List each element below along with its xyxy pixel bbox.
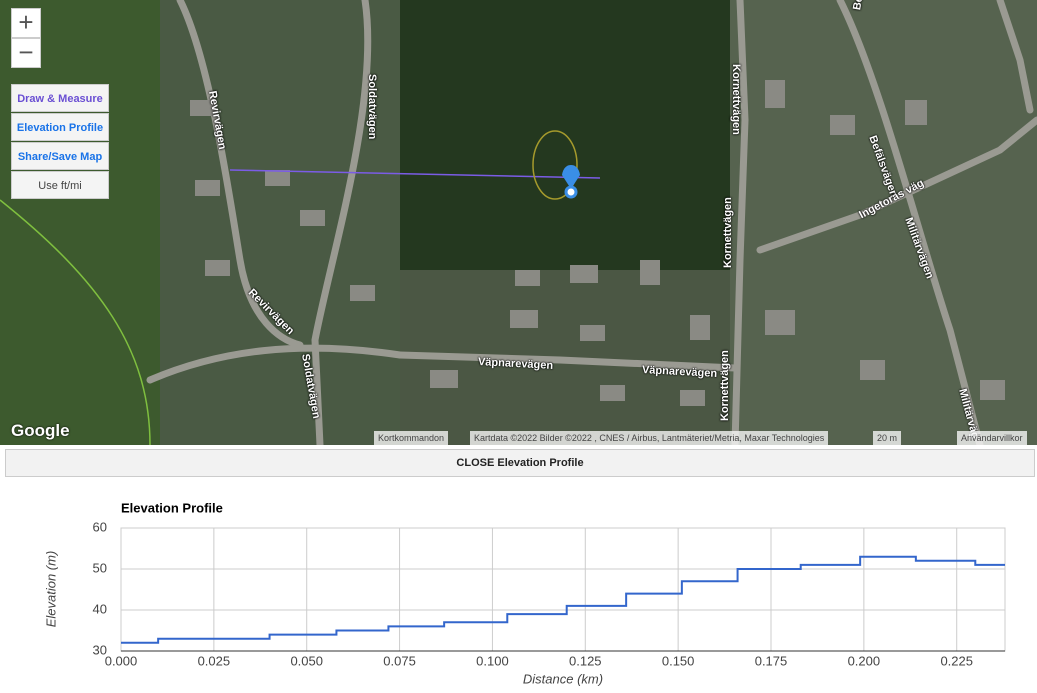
x-tick-label: 0.000 xyxy=(105,653,138,668)
y-tick-label: 30 xyxy=(93,642,107,657)
x-tick-label: 0.200 xyxy=(848,653,881,668)
street-label: Kornettvägen xyxy=(730,64,742,135)
map-logo: Google xyxy=(11,421,70,440)
x-tick-label: 0.225 xyxy=(940,653,973,668)
x-tick-label: 0.025 xyxy=(198,653,231,668)
street-label: Soldatvägen xyxy=(366,74,378,140)
line xyxy=(121,555,1005,644)
map-button[interactable]: Elevation Profile xyxy=(11,113,109,141)
x-axis-label: Distance (km) xyxy=(523,671,603,686)
x-tick-label: 0.175 xyxy=(755,653,788,668)
zoom-in[interactable]: + xyxy=(11,8,41,38)
chart-title: Elevation Profile xyxy=(121,500,223,515)
attribution[interactable]: Användarvillkor xyxy=(957,431,1027,445)
map[interactable]: + − Draw & Measure Elevation Profile Sha… xyxy=(0,0,1037,445)
attribution[interactable]: Kortkommandon xyxy=(374,431,449,445)
map-button[interactable]: Use ft/mi xyxy=(11,171,109,199)
x-tick-label: 0.050 xyxy=(290,653,323,668)
map-button[interactable]: Share/Save Map xyxy=(11,142,109,170)
map-imagery xyxy=(0,0,1037,445)
zoom-out[interactable]: − xyxy=(11,38,41,68)
street-label: Kornettvägen xyxy=(719,350,731,421)
plot-area xyxy=(120,527,1006,652)
x-tick-label: 0.075 xyxy=(383,653,416,668)
y-axis-label: Elevation (m) xyxy=(43,551,58,628)
attribution: Kartdata ©2022 Bilder ©2022 , CNES / Air… xyxy=(470,431,829,445)
y-tick-label: 50 xyxy=(93,560,107,575)
chart: Elevation Profile Distance (km) Elevatio… xyxy=(43,500,1006,686)
x-tick-label: 0.150 xyxy=(662,653,695,668)
close-button[interactable]: CLOSE Elevation Profile xyxy=(5,449,1035,477)
street-label: Kornettvägen xyxy=(722,197,734,268)
y-tick-label: 40 xyxy=(93,601,107,616)
x-tick-label: 0.125 xyxy=(569,653,602,668)
map-button[interactable]: Draw & Measure xyxy=(11,84,109,112)
x-tick-label: 0.100 xyxy=(476,653,509,668)
y-tick-label: 60 xyxy=(93,519,107,534)
scale-label: 20 m xyxy=(873,431,902,445)
